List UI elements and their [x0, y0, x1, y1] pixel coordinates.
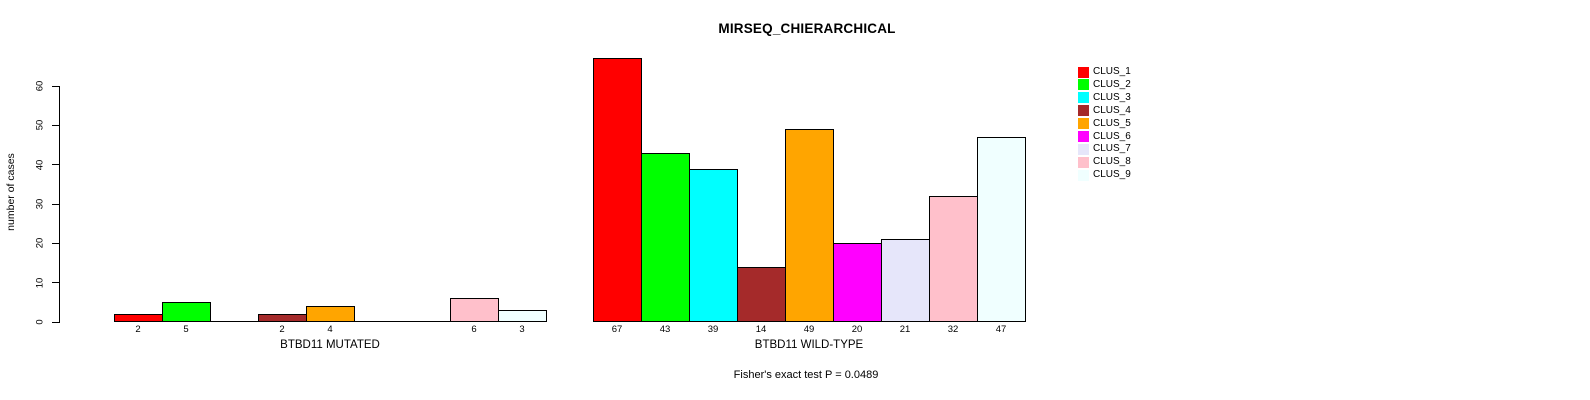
bar-clus-7 — [881, 239, 930, 322]
legend-label: CLUS_8 — [1093, 156, 1131, 168]
bar-clus-1 — [593, 58, 642, 322]
fisher-test-annotation: Fisher's exact test P = 0.0489 — [733, 369, 879, 381]
legend-swatch-clus-9 — [1078, 169, 1089, 181]
y-axis-tick-label: 40 — [34, 159, 46, 170]
bar-value-label: 47 — [995, 324, 1007, 335]
y-axis-tick-label: 30 — [34, 198, 46, 210]
bar-clus-8 — [929, 196, 978, 322]
y-axis-tick — [52, 242, 60, 244]
bar-value-label: 67 — [611, 324, 623, 335]
legend-label: CLUS_5 — [1093, 117, 1131, 129]
y-axis-tick — [52, 164, 60, 166]
bar-clus-5 — [785, 129, 834, 322]
legend-swatch-clus-4 — [1078, 105, 1089, 117]
legend-swatch-clus-8 — [1078, 156, 1089, 168]
y-axis-tick-label: 50 — [34, 120, 46, 131]
bar-value-label: 49 — [803, 324, 815, 335]
legend-swatch-clus-3 — [1078, 92, 1089, 104]
bar-clus-2 — [641, 153, 690, 322]
legend-label: CLUS_6 — [1093, 130, 1131, 142]
bar-value-label: 32 — [947, 324, 959, 335]
legend-swatch-clus-6 — [1078, 131, 1089, 142]
legend-label: CLUS_7 — [1093, 143, 1131, 155]
bar-clus-2 — [162, 302, 211, 322]
bar-value-label: 4 — [327, 324, 333, 335]
y-axis-tick — [52, 124, 60, 126]
bar-clus-4 — [258, 314, 307, 322]
legend-label: CLUS_1 — [1093, 66, 1131, 77]
legend-swatch-clus-7 — [1078, 143, 1089, 155]
legend-label: CLUS_9 — [1093, 169, 1131, 181]
bar-value-label: 14 — [755, 324, 767, 335]
bar-clus-1 — [114, 314, 163, 322]
bar-value-label: 2 — [279, 324, 285, 335]
y-axis-tick — [52, 321, 60, 323]
bar-value-label: 39 — [707, 324, 719, 335]
y-axis-tick — [52, 203, 60, 205]
bar-clus-3 — [689, 169, 738, 322]
x-axis-label-btbd11-wild-type: BTBD11 WILD-TYPE — [754, 339, 864, 351]
bar-clus-4 — [737, 267, 786, 322]
chart-title: MIRSEQ_CHIERARCHICAL — [718, 21, 896, 36]
legend-swatch-clus-2 — [1078, 79, 1089, 91]
y-axis-tick-label: 60 — [34, 80, 46, 92]
legend-label: CLUS_3 — [1093, 91, 1131, 103]
bar-value-label: 43 — [659, 324, 671, 335]
bar-value-label: 5 — [183, 324, 189, 335]
bar-value-label: 21 — [899, 324, 911, 335]
legend-swatch-clus-1 — [1078, 66, 1089, 78]
legend-label: CLUS_2 — [1093, 78, 1131, 90]
y-axis-tick-label: 20 — [34, 238, 46, 249]
x-axis-label-btbd11-mutated: BTBD11 MUTATED — [280, 339, 380, 351]
bar-value-label: 3 — [519, 324, 525, 335]
bar-value-label: 2 — [135, 324, 141, 335]
y-axis-tick — [52, 282, 60, 284]
y-axis-label: number of cases — [5, 153, 17, 231]
legend-label: CLUS_4 — [1093, 104, 1131, 116]
bar-clus-9 — [498, 310, 547, 322]
legend-swatch-clus-5 — [1078, 118, 1089, 130]
bar-clus-6 — [833, 243, 882, 322]
bar-clus-9 — [977, 137, 1026, 322]
y-axis-tick-label: 10 — [34, 277, 46, 288]
bar-clus-8 — [450, 298, 499, 322]
bar-value-label: 20 — [851, 324, 863, 335]
y-axis-tick-label: 0 — [34, 319, 46, 325]
bar-value-label: 6 — [471, 324, 477, 335]
y-axis-tick — [52, 85, 60, 87]
bar-clus-5 — [306, 306, 355, 322]
